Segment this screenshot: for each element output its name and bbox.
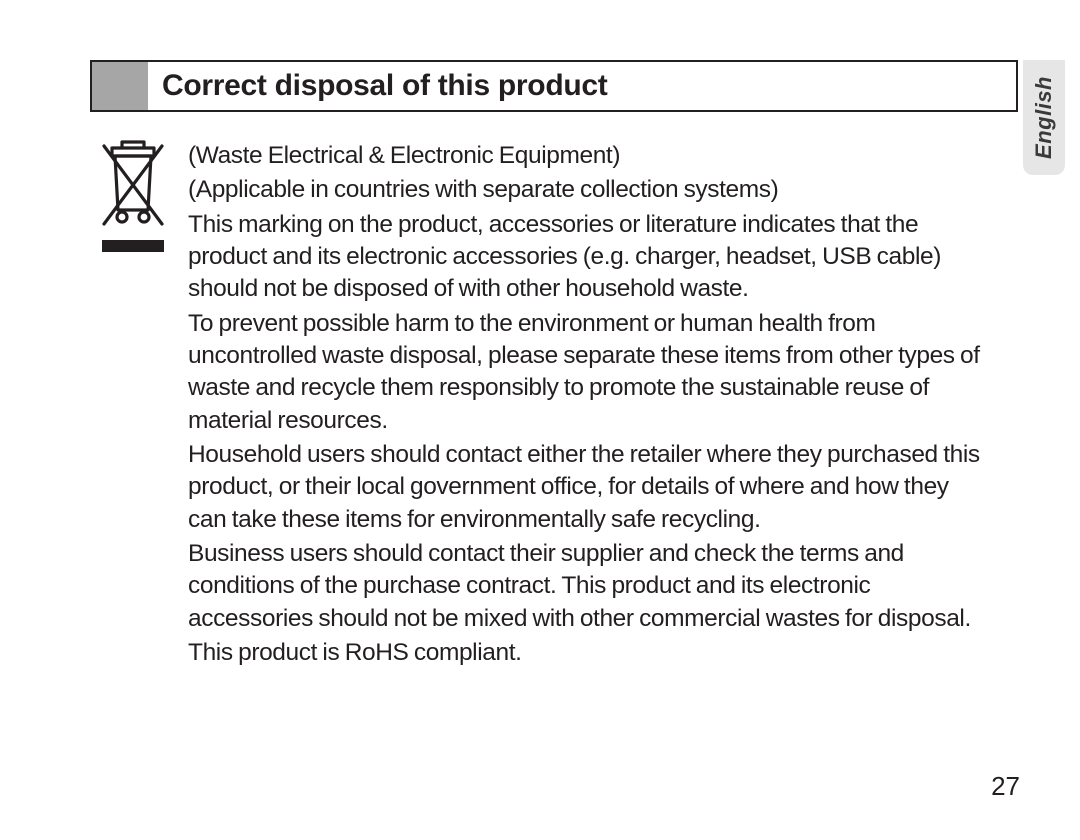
section-title: Correct disposal of this product [148, 62, 1016, 110]
section-header: Correct disposal of this product [90, 60, 1018, 112]
page-number: 27 [991, 771, 1020, 802]
paragraph-3: Household users should contact either th… [188, 439, 990, 536]
language-tab: English [1023, 60, 1065, 175]
header-accent-tab [92, 62, 148, 110]
weee-crossed-bin-icon [90, 140, 175, 230]
icon-column [90, 140, 175, 252]
body-text: (Waste Electrical & Electronic Equipment… [188, 140, 990, 669]
subtitle-line-2: (Applicable in countries with separate c… [188, 174, 990, 206]
subtitle-line-1: (Waste Electrical & Electronic Equipment… [188, 140, 990, 172]
paragraph-1: This marking on the product, accessories… [188, 209, 990, 306]
weee-underscore-bar [102, 240, 164, 252]
paragraph-2: To prevent possible harm to the environm… [188, 308, 990, 437]
content-area: (Waste Electrical & Electronic Equipment… [90, 140, 990, 671]
paragraph-4: Business users should contact their supp… [188, 538, 990, 635]
manual-page: Correct disposal of this product English [0, 0, 1080, 840]
paragraph-5: This product is RoHS compliant. [188, 637, 990, 669]
language-label: English [1031, 76, 1057, 159]
